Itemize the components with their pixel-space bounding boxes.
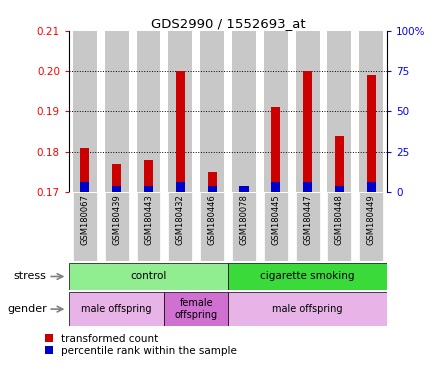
Bar xyxy=(168,31,192,192)
Bar xyxy=(335,136,344,192)
Bar xyxy=(295,192,320,261)
Text: female
offspring: female offspring xyxy=(175,298,218,320)
Bar xyxy=(328,192,352,261)
Bar xyxy=(264,31,288,192)
Bar xyxy=(200,192,224,261)
Bar xyxy=(176,182,185,192)
Bar xyxy=(239,188,248,192)
Text: GSM180445: GSM180445 xyxy=(271,194,280,245)
Bar xyxy=(359,31,383,192)
Legend: transformed count, percentile rank within the sample: transformed count, percentile rank withi… xyxy=(44,334,237,356)
Bar xyxy=(208,172,217,192)
Text: cigarette smoking: cigarette smoking xyxy=(260,271,355,281)
Text: GSM180432: GSM180432 xyxy=(176,194,185,245)
Bar xyxy=(264,192,288,261)
Bar xyxy=(112,186,121,192)
Bar xyxy=(271,107,280,192)
Text: GSM180446: GSM180446 xyxy=(208,194,217,245)
Bar xyxy=(105,192,129,261)
Text: GSM180443: GSM180443 xyxy=(144,194,153,245)
Bar xyxy=(232,192,256,261)
Bar xyxy=(335,186,344,192)
Bar xyxy=(81,182,89,192)
Bar xyxy=(367,182,376,192)
Text: control: control xyxy=(130,271,167,281)
Bar xyxy=(137,31,161,192)
Bar xyxy=(271,182,280,192)
Bar xyxy=(232,31,256,192)
Bar xyxy=(367,75,376,192)
Bar xyxy=(165,292,228,326)
Bar xyxy=(303,182,312,192)
Text: GSM180449: GSM180449 xyxy=(367,194,376,245)
Bar xyxy=(208,186,217,192)
Bar xyxy=(69,263,228,290)
Bar xyxy=(303,71,312,192)
Title: GDS2990 / 1552693_at: GDS2990 / 1552693_at xyxy=(151,17,305,30)
Bar xyxy=(73,192,97,261)
Text: GSM180067: GSM180067 xyxy=(81,194,89,245)
Bar xyxy=(105,31,129,192)
Bar xyxy=(200,31,224,192)
Bar xyxy=(239,186,248,192)
Text: stress: stress xyxy=(14,271,47,281)
Bar xyxy=(112,164,121,192)
Text: gender: gender xyxy=(7,304,47,314)
Bar xyxy=(137,192,161,261)
Bar xyxy=(228,292,387,326)
Text: male offspring: male offspring xyxy=(81,304,152,314)
Bar xyxy=(144,160,153,192)
Bar xyxy=(328,31,352,192)
Bar xyxy=(295,31,320,192)
Text: GSM180439: GSM180439 xyxy=(112,194,121,245)
Bar xyxy=(228,263,387,290)
Text: GSM180078: GSM180078 xyxy=(239,194,248,245)
Text: male offspring: male offspring xyxy=(272,304,343,314)
Bar xyxy=(176,71,185,192)
Text: GSM180448: GSM180448 xyxy=(335,194,344,245)
Bar xyxy=(359,192,383,261)
Bar xyxy=(73,31,97,192)
Bar xyxy=(168,192,192,261)
Bar xyxy=(69,292,165,326)
Bar xyxy=(81,147,89,192)
Text: GSM180447: GSM180447 xyxy=(303,194,312,245)
Bar xyxy=(144,186,153,192)
